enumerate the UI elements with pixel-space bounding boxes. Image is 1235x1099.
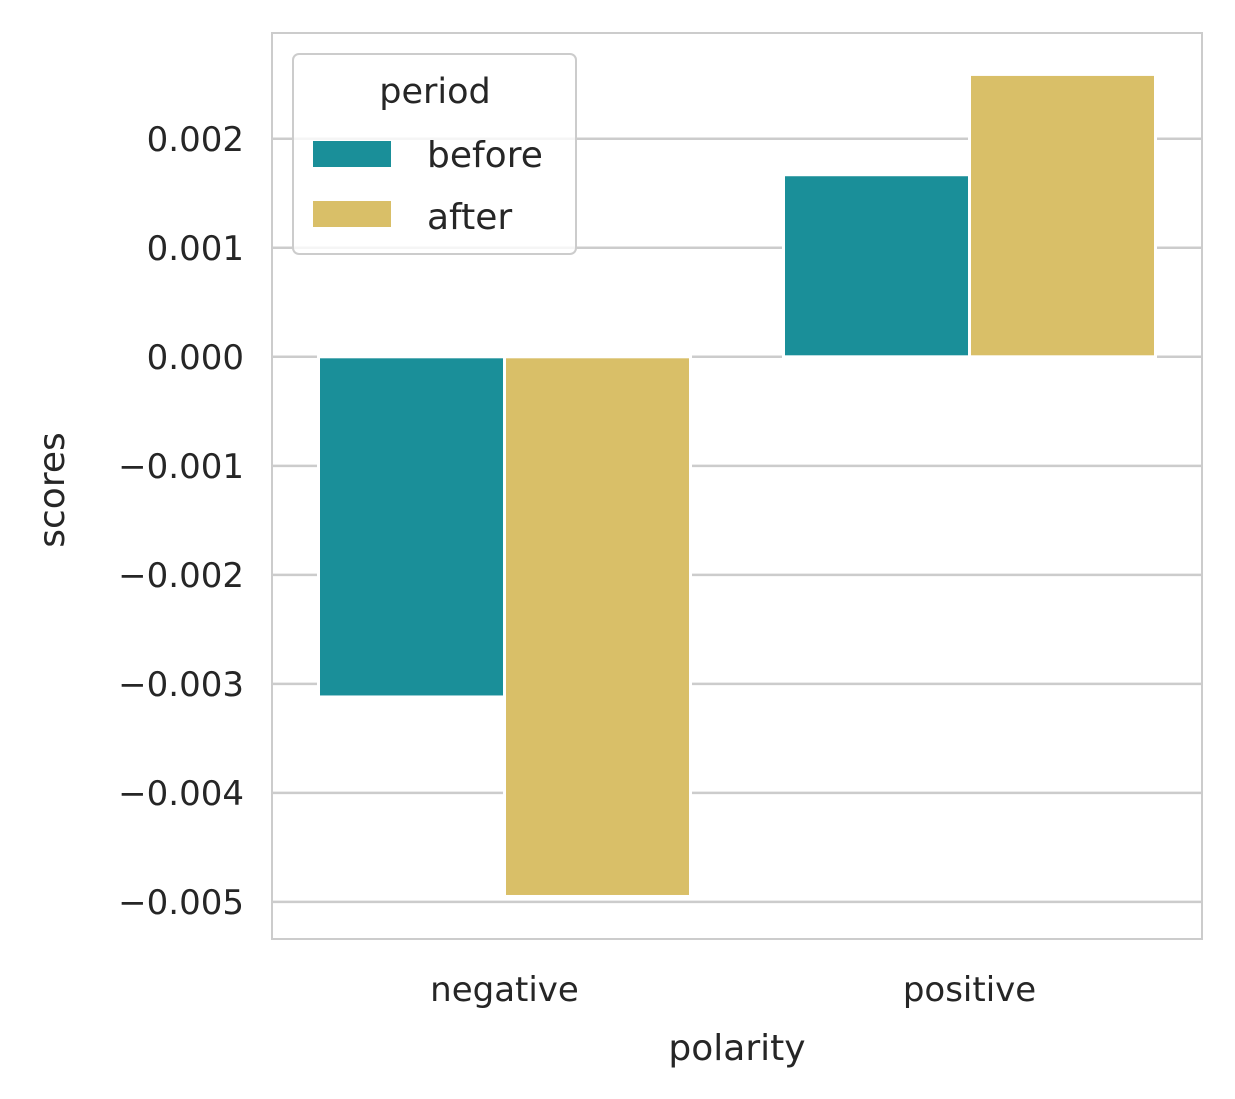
- legend-title: period: [379, 72, 491, 112]
- bars: [317, 72, 1157, 898]
- y-tick-label: 0.000: [147, 338, 244, 378]
- y-tick-label: 0.001: [147, 229, 244, 269]
- x-tick-labels: negative positive: [430, 970, 1036, 1010]
- y-tick-label: −0.002: [118, 556, 244, 596]
- legend-label-after: after: [427, 197, 512, 238]
- y-tick-labels: 0.002 0.001 0.000 −0.001 −0.002 −0.003 −0.004 −…: [118, 120, 244, 923]
- y-tick-label: −0.003: [118, 665, 244, 705]
- plot-frame: [271, 32, 1203, 940]
- legend-label-before: before: [427, 135, 543, 176]
- x-axis-label: polarity: [668, 1028, 805, 1069]
- legend: period before after: [292, 53, 577, 255]
- y-tick-label: −0.004: [118, 774, 244, 814]
- legend-swatch-before: [313, 141, 391, 167]
- legend-swatch-after: [313, 201, 391, 227]
- bar-after-positive: [968, 72, 1157, 359]
- y-tick-label: −0.005: [118, 883, 244, 923]
- y-tick-label: 0.002: [147, 120, 244, 160]
- bar-before-negative: [317, 355, 506, 699]
- x-tick-label-negative: negative: [430, 970, 579, 1010]
- x-tick-label-positive: positive: [903, 970, 1036, 1010]
- y-axis-label: scores: [32, 432, 73, 548]
- bar-before-positive: [782, 173, 971, 359]
- bar-after-negative: [503, 355, 692, 898]
- y-tick-label: −0.001: [118, 447, 244, 487]
